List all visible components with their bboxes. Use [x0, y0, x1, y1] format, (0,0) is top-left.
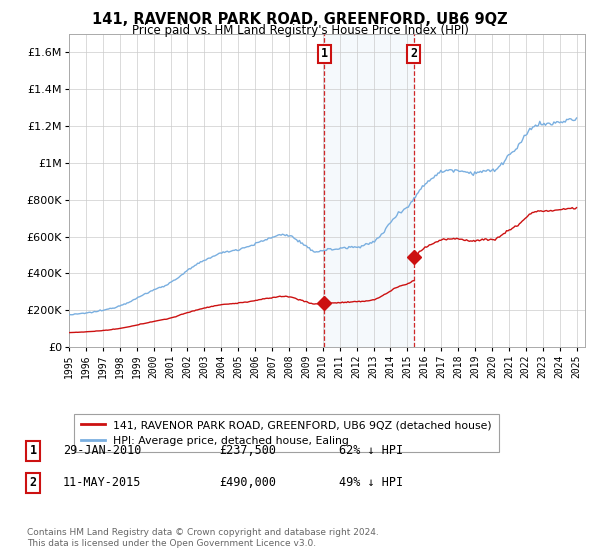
- Text: 1: 1: [29, 444, 37, 458]
- Legend: 141, RAVENOR PARK ROAD, GREENFORD, UB6 9QZ (detached house), HPI: Average price,: 141, RAVENOR PARK ROAD, GREENFORD, UB6 9…: [74, 414, 499, 452]
- Text: £490,000: £490,000: [219, 476, 276, 489]
- Bar: [324, 34, 413, 347]
- Text: 29-JAN-2010: 29-JAN-2010: [63, 444, 142, 458]
- Text: 11-MAY-2015: 11-MAY-2015: [63, 476, 142, 489]
- Text: 141, RAVENOR PARK ROAD, GREENFORD, UB6 9QZ: 141, RAVENOR PARK ROAD, GREENFORD, UB6 9…: [92, 12, 508, 27]
- Text: 49% ↓ HPI: 49% ↓ HPI: [339, 476, 403, 489]
- Text: 2: 2: [410, 48, 417, 60]
- Text: 62% ↓ HPI: 62% ↓ HPI: [339, 444, 403, 458]
- Text: Contains HM Land Registry data © Crown copyright and database right 2024.
This d: Contains HM Land Registry data © Crown c…: [27, 528, 379, 548]
- Text: 2: 2: [29, 476, 37, 489]
- Text: £237,500: £237,500: [219, 444, 276, 458]
- Text: Price paid vs. HM Land Registry's House Price Index (HPI): Price paid vs. HM Land Registry's House …: [131, 24, 469, 36]
- Text: 1: 1: [320, 48, 328, 60]
